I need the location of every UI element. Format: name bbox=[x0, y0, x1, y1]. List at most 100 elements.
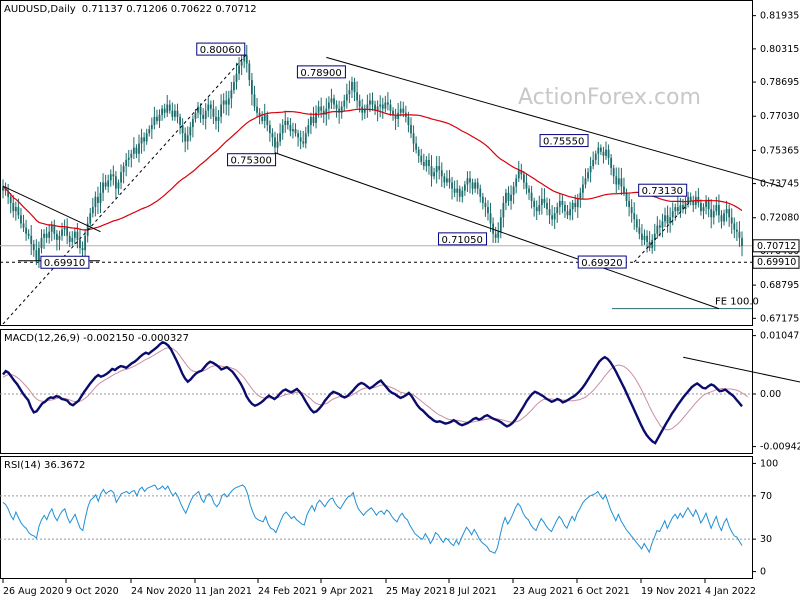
candle-body bbox=[292, 129, 294, 132]
candle-body bbox=[317, 106, 320, 113]
candle-body bbox=[179, 116, 181, 126]
candle-body bbox=[725, 209, 728, 214]
candle-body bbox=[610, 157, 613, 169]
candle-body bbox=[540, 198, 543, 206]
candle-body bbox=[620, 178, 623, 187]
date-tick-label: 4 Jan 2022 bbox=[705, 586, 756, 597]
candle-body bbox=[32, 243, 35, 251]
candle-body bbox=[492, 223, 495, 234]
candle-body bbox=[440, 170, 443, 177]
candle-body bbox=[374, 104, 376, 111]
price-tick-label: 0.73745 bbox=[760, 179, 799, 190]
price-layer: FE 100.0 0.80060 0.78900 0.75300 0.75550 0.73… bbox=[0, 42, 784, 325]
candle-body bbox=[543, 198, 546, 203]
candle-body bbox=[628, 200, 630, 208]
price-tick-label: 0.81935 bbox=[760, 11, 799, 22]
callout-label: 0.80060 bbox=[200, 45, 241, 56]
candle-body bbox=[197, 106, 199, 113]
candle-body bbox=[435, 166, 438, 173]
candle-body bbox=[525, 182, 528, 189]
callout-label: 0.73130 bbox=[642, 186, 683, 197]
candle-body bbox=[14, 207, 17, 212]
candle-body bbox=[443, 176, 446, 183]
candle-body bbox=[553, 213, 556, 220]
candle-body bbox=[333, 98, 335, 105]
candle-body bbox=[666, 215, 669, 224]
candle-body bbox=[499, 217, 502, 232]
candle-body bbox=[561, 200, 564, 206]
candle-body bbox=[330, 98, 333, 103]
candle-body bbox=[235, 73, 238, 82]
trendline-falling-upper bbox=[326, 56, 784, 188]
macd-signal-line bbox=[2, 347, 748, 431]
candle-body bbox=[150, 125, 153, 130]
candle-body bbox=[558, 200, 561, 208]
callout-label: 0.75300 bbox=[231, 156, 272, 167]
candle-body bbox=[68, 235, 71, 242]
candle-body bbox=[84, 235, 87, 251]
candle-body bbox=[279, 133, 282, 142]
macd-tick-label: -0.009426 bbox=[760, 442, 800, 453]
macd-label: MACD(12,26,9) -0.002150 -0.000327 bbox=[4, 333, 189, 344]
candle-body bbox=[574, 202, 577, 208]
candle-body bbox=[12, 202, 15, 212]
candle-body bbox=[351, 81, 353, 91]
trendline-rising-dashed-2 bbox=[633, 200, 692, 263]
trendline-early-down bbox=[2, 185, 101, 233]
candle-body bbox=[55, 233, 58, 240]
candle-body bbox=[379, 104, 382, 107]
candle-body bbox=[538, 205, 541, 212]
candle-body bbox=[715, 205, 718, 212]
price-tick-label: 0.80315 bbox=[760, 44, 799, 55]
candle-body bbox=[402, 108, 405, 113]
candle-body bbox=[25, 227, 27, 234]
candle-body bbox=[502, 202, 505, 218]
candle-body bbox=[243, 55, 246, 62]
candle-body bbox=[487, 207, 489, 214]
candle-body bbox=[9, 196, 12, 203]
candle-body bbox=[343, 100, 346, 107]
candle-body bbox=[199, 106, 202, 115]
candle-body bbox=[281, 125, 284, 134]
candle-body bbox=[217, 116, 220, 121]
candle-body bbox=[63, 227, 66, 230]
candle-body bbox=[7, 190, 10, 197]
candle-body bbox=[225, 100, 228, 105]
candle-body bbox=[689, 196, 692, 201]
candle-body bbox=[125, 159, 128, 167]
candle-body bbox=[353, 81, 356, 93]
candle-body bbox=[422, 161, 425, 167]
candle-body bbox=[48, 231, 51, 238]
candle-body bbox=[425, 159, 428, 167]
candle-body bbox=[366, 104, 369, 109]
candle-body bbox=[730, 217, 733, 224]
candle-body bbox=[653, 233, 656, 240]
symbol-label: AUDUSD,Daily bbox=[4, 4, 76, 15]
candle-body bbox=[184, 133, 187, 142]
callout-label: 0.69920 bbox=[581, 258, 622, 269]
candle-body bbox=[458, 188, 461, 197]
moving-average-line bbox=[2, 108, 743, 231]
candle-body bbox=[230, 90, 233, 99]
candle-body bbox=[81, 248, 84, 251]
candle-body bbox=[394, 114, 397, 119]
candle-body bbox=[528, 188, 530, 193]
candle-body bbox=[710, 209, 713, 218]
candle-body bbox=[597, 147, 600, 154]
date-tick-label: 6 Oct 2021 bbox=[577, 586, 630, 597]
rsi-label: RSI(14) 36.3672 bbox=[4, 460, 85, 471]
candle-body bbox=[584, 178, 587, 185]
candle-body bbox=[294, 129, 297, 134]
candle-body bbox=[109, 174, 112, 181]
candle-body bbox=[497, 231, 500, 238]
candle-body bbox=[674, 207, 677, 212]
candle-body bbox=[466, 178, 469, 185]
trendline-falling-lower bbox=[274, 152, 720, 310]
candle-body bbox=[250, 79, 253, 95]
candle-body bbox=[58, 235, 61, 240]
candle-body bbox=[476, 182, 479, 189]
rsi-tick-label: 100 bbox=[760, 458, 778, 469]
candle-body bbox=[735, 229, 738, 232]
candle-body bbox=[207, 104, 210, 111]
candle-body bbox=[20, 215, 22, 224]
